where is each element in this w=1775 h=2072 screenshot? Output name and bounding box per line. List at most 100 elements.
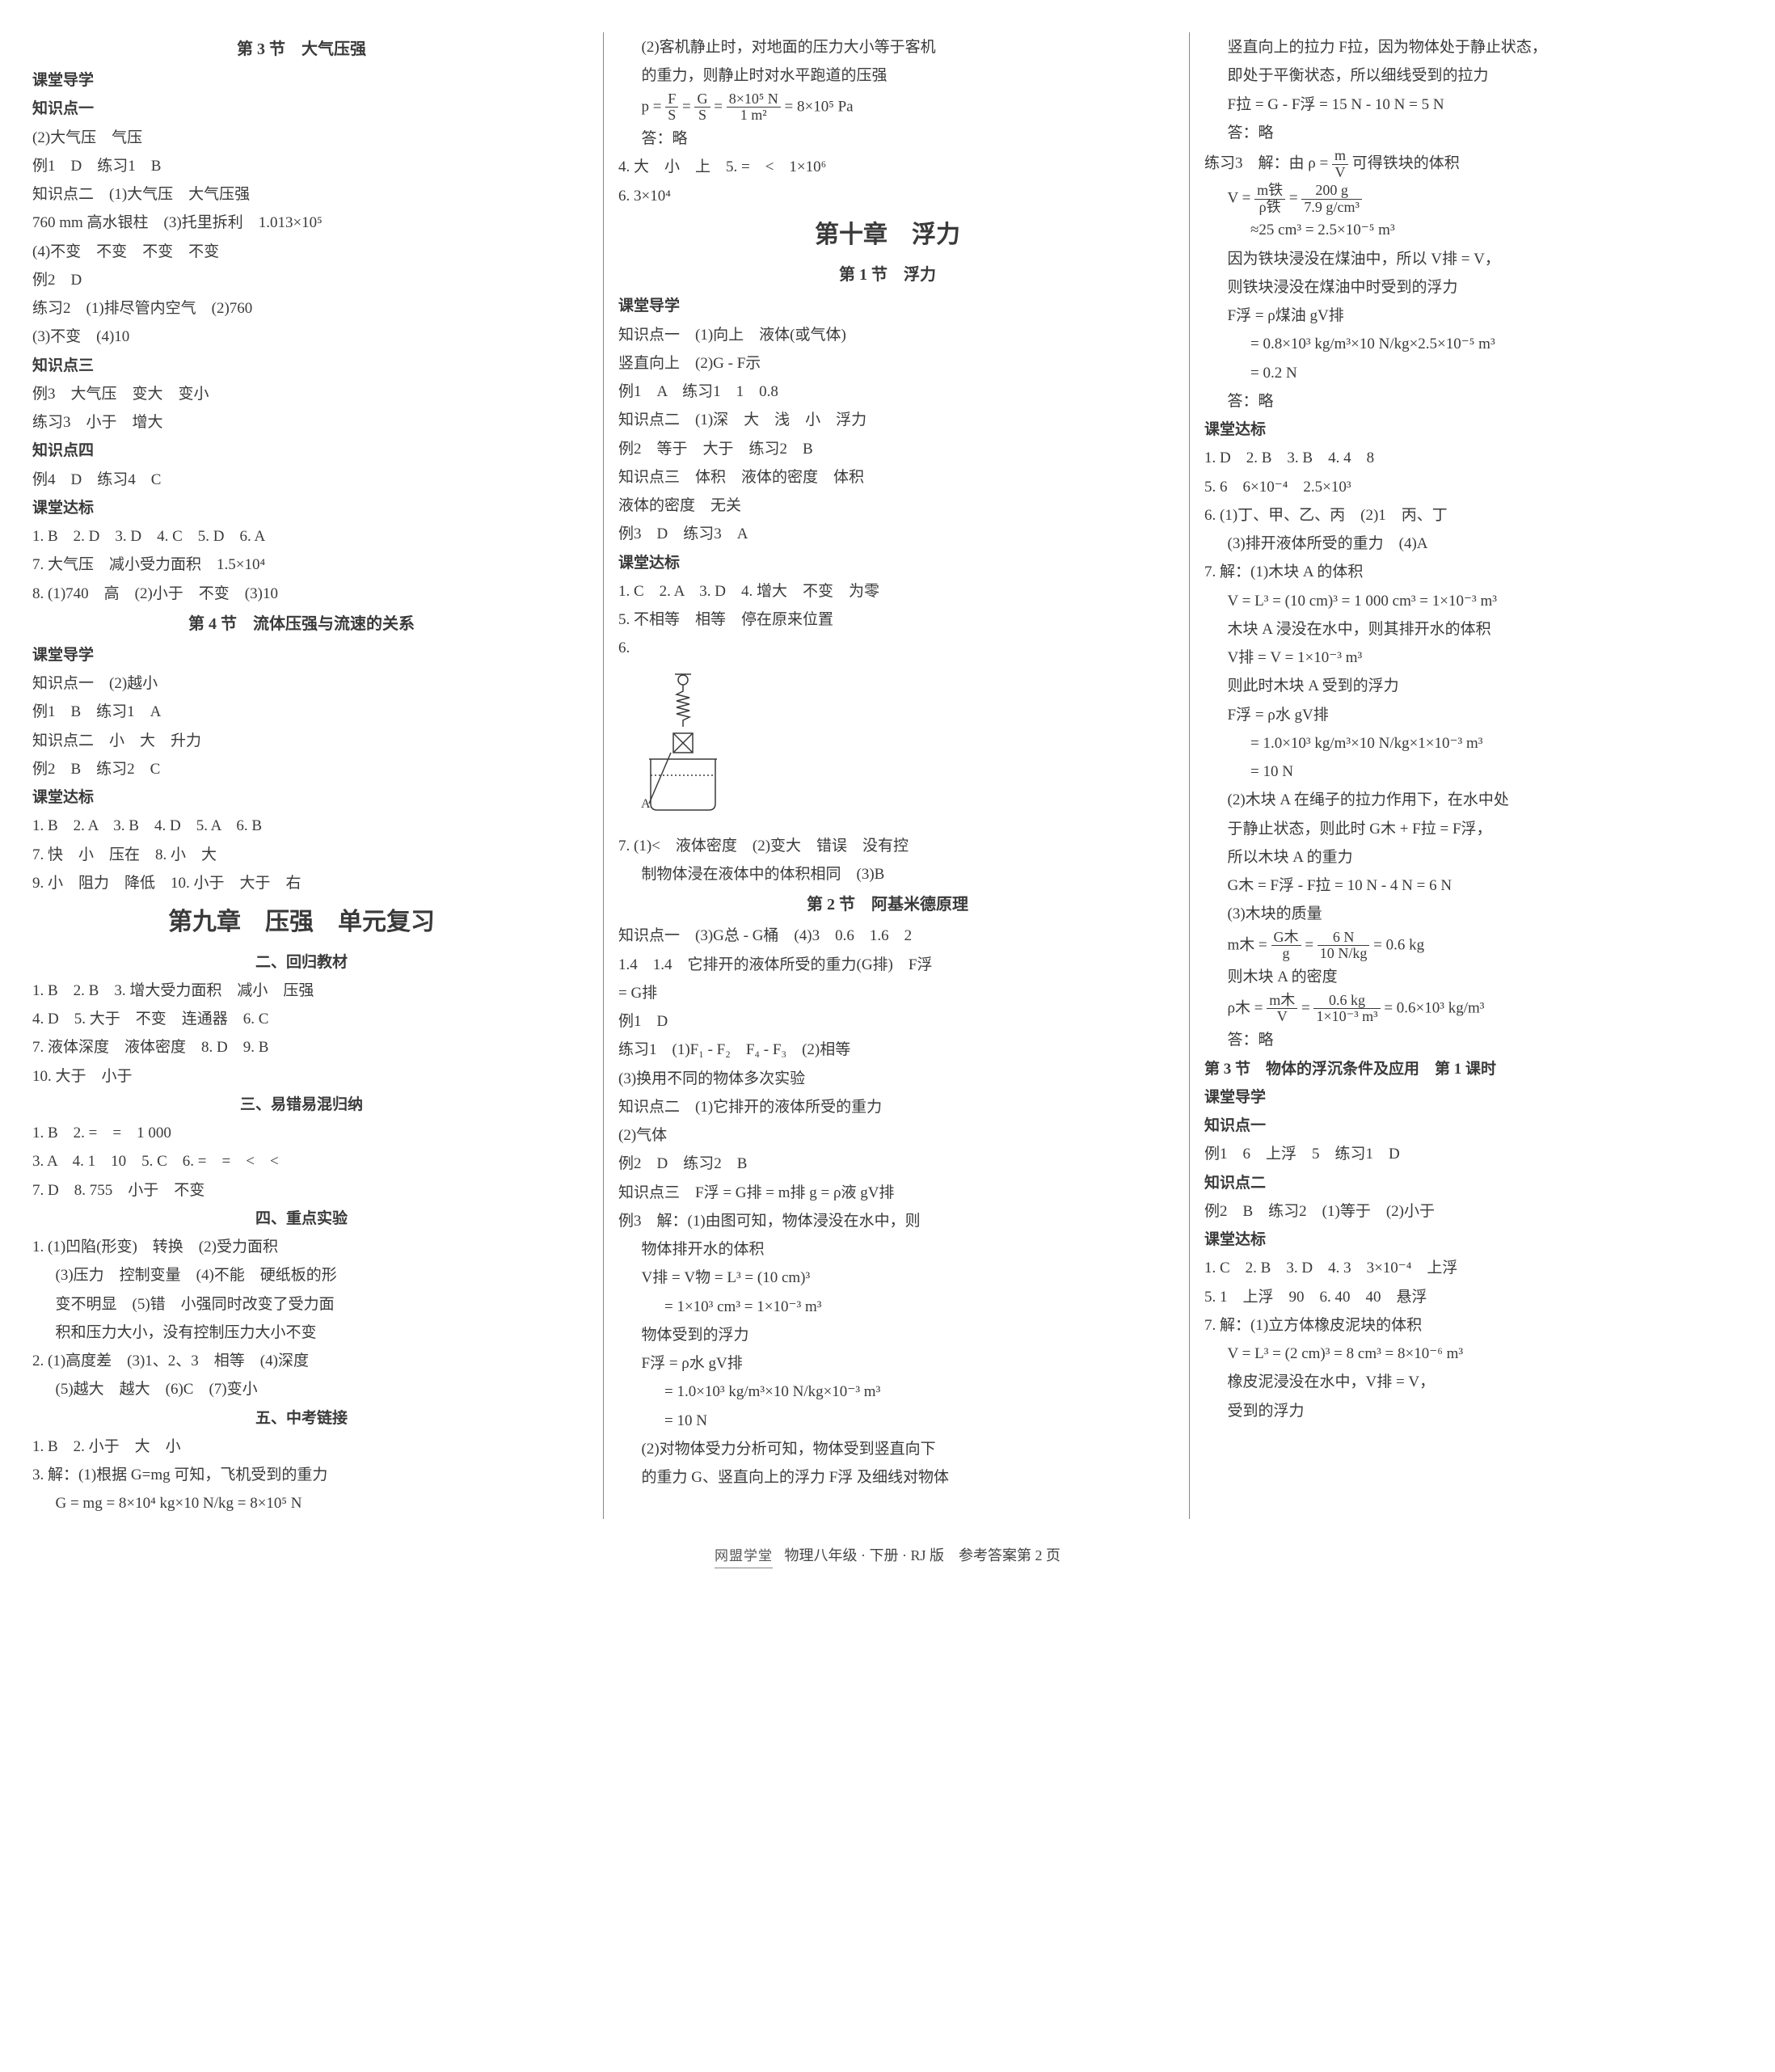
text-line: 于静止状态，则此时 G木 + F拉 = F浮， <box>1204 816 1743 842</box>
text-line: 例1 B 练习1 A <box>32 698 571 725</box>
text-line: 例2 B 练习2 C <box>32 756 571 783</box>
heading: 课堂达标 <box>1204 416 1743 443</box>
text-line: (3)不变 (4)10 <box>32 323 571 350</box>
heading: 知识点二 <box>1204 1170 1743 1196</box>
fraction: 8×10⁵ N1 m² <box>727 91 781 124</box>
section-title: 第 4 节 流体压强与流速的关系 <box>32 610 571 639</box>
text-line: (3)换用不同的物体多次实验 <box>618 1066 1157 1092</box>
text-line: 即处于平衡状态，所以细线受到的拉力 <box>1204 62 1743 89</box>
text-line: 答：略 <box>1204 120 1743 146</box>
text-line: 变不明显 (5)错 小强同时改变了受力面 <box>32 1291 571 1318</box>
text-line: 制物体浸在液体中的体积相同 (3)B <box>618 861 1157 888</box>
eq-text: m木 = <box>1228 936 1267 953</box>
section-title: 第 3 节 物体的浮沉条件及应用 第 1 课时 <box>1204 1056 1743 1082</box>
text-line: G = mg = 8×10⁴ kg×10 N/kg = 8×10⁵ N <box>32 1490 571 1517</box>
sub-heading: 四、重点实验 <box>32 1205 571 1232</box>
fraction: 200 g7.9 g/cm³ <box>1301 183 1362 216</box>
text-line: 答：略 <box>1204 388 1743 415</box>
eq-text: = 0.6×10³ kg/m³ <box>1384 999 1484 1016</box>
text-line: (2)大气压 气压 <box>32 124 571 151</box>
text-line: 1. B 2. 小于 大 小 <box>32 1433 571 1460</box>
fraction: m铁ρ铁 <box>1254 183 1285 216</box>
heading: 课堂达标 <box>32 784 571 811</box>
eq-text: 可得铁块的体积 <box>1352 155 1460 172</box>
text-line: 10. 大于 小于 <box>32 1063 571 1090</box>
column-2: (2)客机静止时，对地面的压力大小等于客机 的重力，则静止时对水平跑道的压强 p… <box>603 32 1165 1519</box>
text-line: 知识点二 (1)它排开的液体所受的重力 <box>618 1094 1157 1120</box>
eq-text: = 0.6 kg <box>1373 936 1424 953</box>
fraction: 6 N10 N/kg <box>1318 930 1370 963</box>
column-3: 竖直向上的拉力 F拉，因为物体处于静止状态， 即处于平衡状态，所以细线受到的拉力… <box>1189 32 1751 1519</box>
text-line: 2. (1)高度差 (3)1、2、3 相等 (4)深度 <box>32 1348 571 1374</box>
text-line: = 0.8×10³ kg/m³×10 N/kg×2.5×10⁻⁵ m³ <box>1204 331 1743 357</box>
page-footer: 网盟学堂 物理八年级 · 下册 · RJ 版 参考答案第 2 页 <box>24 1543 1751 1569</box>
text-line: 1. B 2. B 3. 增大受力面积 减小 压强 <box>32 977 571 1004</box>
text-line: 4. D 5. 大于 不变 连通器 6. C <box>32 1006 571 1032</box>
equation-line: m木 = G木g = 6 N10 N/kg = 0.6 kg <box>1204 930 1743 963</box>
text-line: 1. C 2. A 3. D 4. 增大 不变 为零 <box>618 578 1157 605</box>
text-line: 例4 D 练习4 C <box>32 466 571 493</box>
text-line: 例3 D 练习3 A <box>618 521 1157 547</box>
text-line: 答：略 <box>618 125 1157 152</box>
text-line: 则木块 A 的密度 <box>1204 964 1743 990</box>
text-line: 例2 D 练习2 B <box>618 1150 1157 1177</box>
text-line: 例1 D <box>618 1008 1157 1035</box>
text-line: 答：略 <box>1204 1027 1743 1053</box>
text-line: 7. D 8. 755 小于 不变 <box>32 1177 571 1204</box>
text-line: = 1.0×10³ kg/m³×10 N/kg×10⁻³ m³ <box>618 1378 1157 1405</box>
text-line: 6. <box>618 635 1157 661</box>
text-line: 1. B 2. A 3. B 4. D 5. A 6. B <box>32 812 571 839</box>
eq-text: ρ木 = <box>1228 999 1263 1016</box>
text-line: 的重力 G、竖直向上的浮力 F浮 及细线对物体 <box>618 1464 1157 1491</box>
heading: 课堂导学 <box>32 67 571 94</box>
text-line: F浮 = ρ煤油 gV排 <box>1204 302 1743 329</box>
text-line: 4. 大 小 上 5. = < 1×10⁶ <box>618 154 1157 180</box>
heading: 课堂导学 <box>1204 1084 1743 1111</box>
text-line: 知识点二 (1)深 大 浅 小 浮力 <box>618 407 1157 433</box>
chapter-title: 第九章 压强 单元复习 <box>32 901 571 944</box>
text-line: 知识点二 小 大 升力 <box>32 728 571 754</box>
text-line: 1. D 2. B 3. B 4. 4 8 <box>1204 445 1743 471</box>
text-line: (2)对物体受力分析可知，物体受到竖直向下 <box>618 1436 1157 1462</box>
column-1: 第 3 节 大气压强 课堂导学 知识点一 (2)大气压 气压 例1 D 练习1 … <box>24 32 579 1519</box>
page-columns: 第 3 节 大气压强 课堂导学 知识点一 (2)大气压 气压 例1 D 练习1 … <box>24 32 1751 1519</box>
sub-heading: 三、易错易混归纳 <box>32 1091 571 1118</box>
text-line: (3)排开液体所受的重力 (4)A <box>1204 530 1743 557</box>
text-line: 橡皮泥浸没在水中，V排 = V， <box>1204 1369 1743 1395</box>
text-line: 9. 小 阻力 降低 10. 小于 大于 右 <box>32 870 571 897</box>
text-line: V排 = V = 1×10⁻³ m³ <box>1204 644 1743 671</box>
fraction: 0.6 kg1×10⁻³ m³ <box>1313 993 1380 1026</box>
text-line: 练习2 (1)排尽管内空气 (2)760 <box>32 295 571 322</box>
text-line: V排 = V物 = L³ = (10 cm)³ <box>618 1264 1157 1291</box>
text-line: 3. A 4. 1 10 5. C 6. = = < < <box>32 1148 571 1175</box>
text-line: 例1 D 练习1 B <box>32 153 571 179</box>
text-line: 例2 D <box>32 267 571 293</box>
footer-text: 物理八年级 · 下册 · RJ 版 参考答案第 2 页 <box>785 1547 1061 1563</box>
heading: 课堂达标 <box>32 495 571 521</box>
text-line: = 1×10³ cm³ = 1×10⁻³ m³ <box>618 1293 1157 1320</box>
text-line: 物体排开水的体积 <box>618 1236 1157 1263</box>
text-line: 知识点一 (2)越小 <box>32 670 571 697</box>
text-line: 则此时木块 A 受到的浮力 <box>1204 673 1743 699</box>
footer-logo: 网盟学堂 <box>715 1544 773 1569</box>
text-line: 7. 大气压 减小受力面积 1.5×10⁴ <box>32 551 571 578</box>
text-line: 5. 不相等 相等 停在原来位置 <box>618 606 1157 633</box>
text-line: 因为铁块浸没在煤油中，所以 V排 = V， <box>1204 246 1743 272</box>
eq-text: p = <box>642 98 662 115</box>
text-line: 知识点一 (3)G总 - G桶 (4)3 0.6 1.6 2 <box>618 922 1157 949</box>
section-title: 第 1 节 浮力 <box>618 261 1157 289</box>
text-line: 竖直向上的拉力 F拉，因为物体处于静止状态， <box>1204 34 1743 61</box>
text-line: 知识点三 F浮 = G排 = m排 g = ρ液 gV排 <box>618 1179 1157 1206</box>
text-line: 则铁块浸没在煤油中时受到的浮力 <box>1204 274 1743 301</box>
text-line: 7. 快 小 压在 8. 小 大 <box>32 842 571 868</box>
sub-heading: 五、中考链接 <box>32 1405 571 1432</box>
text-line: 知识点二 (1)大气压 大气压强 <box>32 181 571 208</box>
text-line: (5)越大 越大 (6)C (7)变小 <box>32 1376 571 1403</box>
fraction: m木V <box>1267 993 1297 1026</box>
text-line: 例2 等于 大于 练习2 B <box>618 436 1157 462</box>
text-line: 1. C 2. B 3. D 4. 3 3×10⁻⁴ 上浮 <box>1204 1255 1743 1281</box>
text-line: 知识点一 (1)向上 液体(或气体) <box>618 322 1157 348</box>
equation-line: 练习3 解：由 ρ = mV 可得铁块的体积 <box>1204 148 1743 181</box>
text-line: 例2 B 练习2 (1)等于 (2)小于 <box>1204 1198 1743 1225</box>
equation-line: p = FS = GS = 8×10⁵ N1 m² = 8×10⁵ Pa <box>618 91 1157 124</box>
